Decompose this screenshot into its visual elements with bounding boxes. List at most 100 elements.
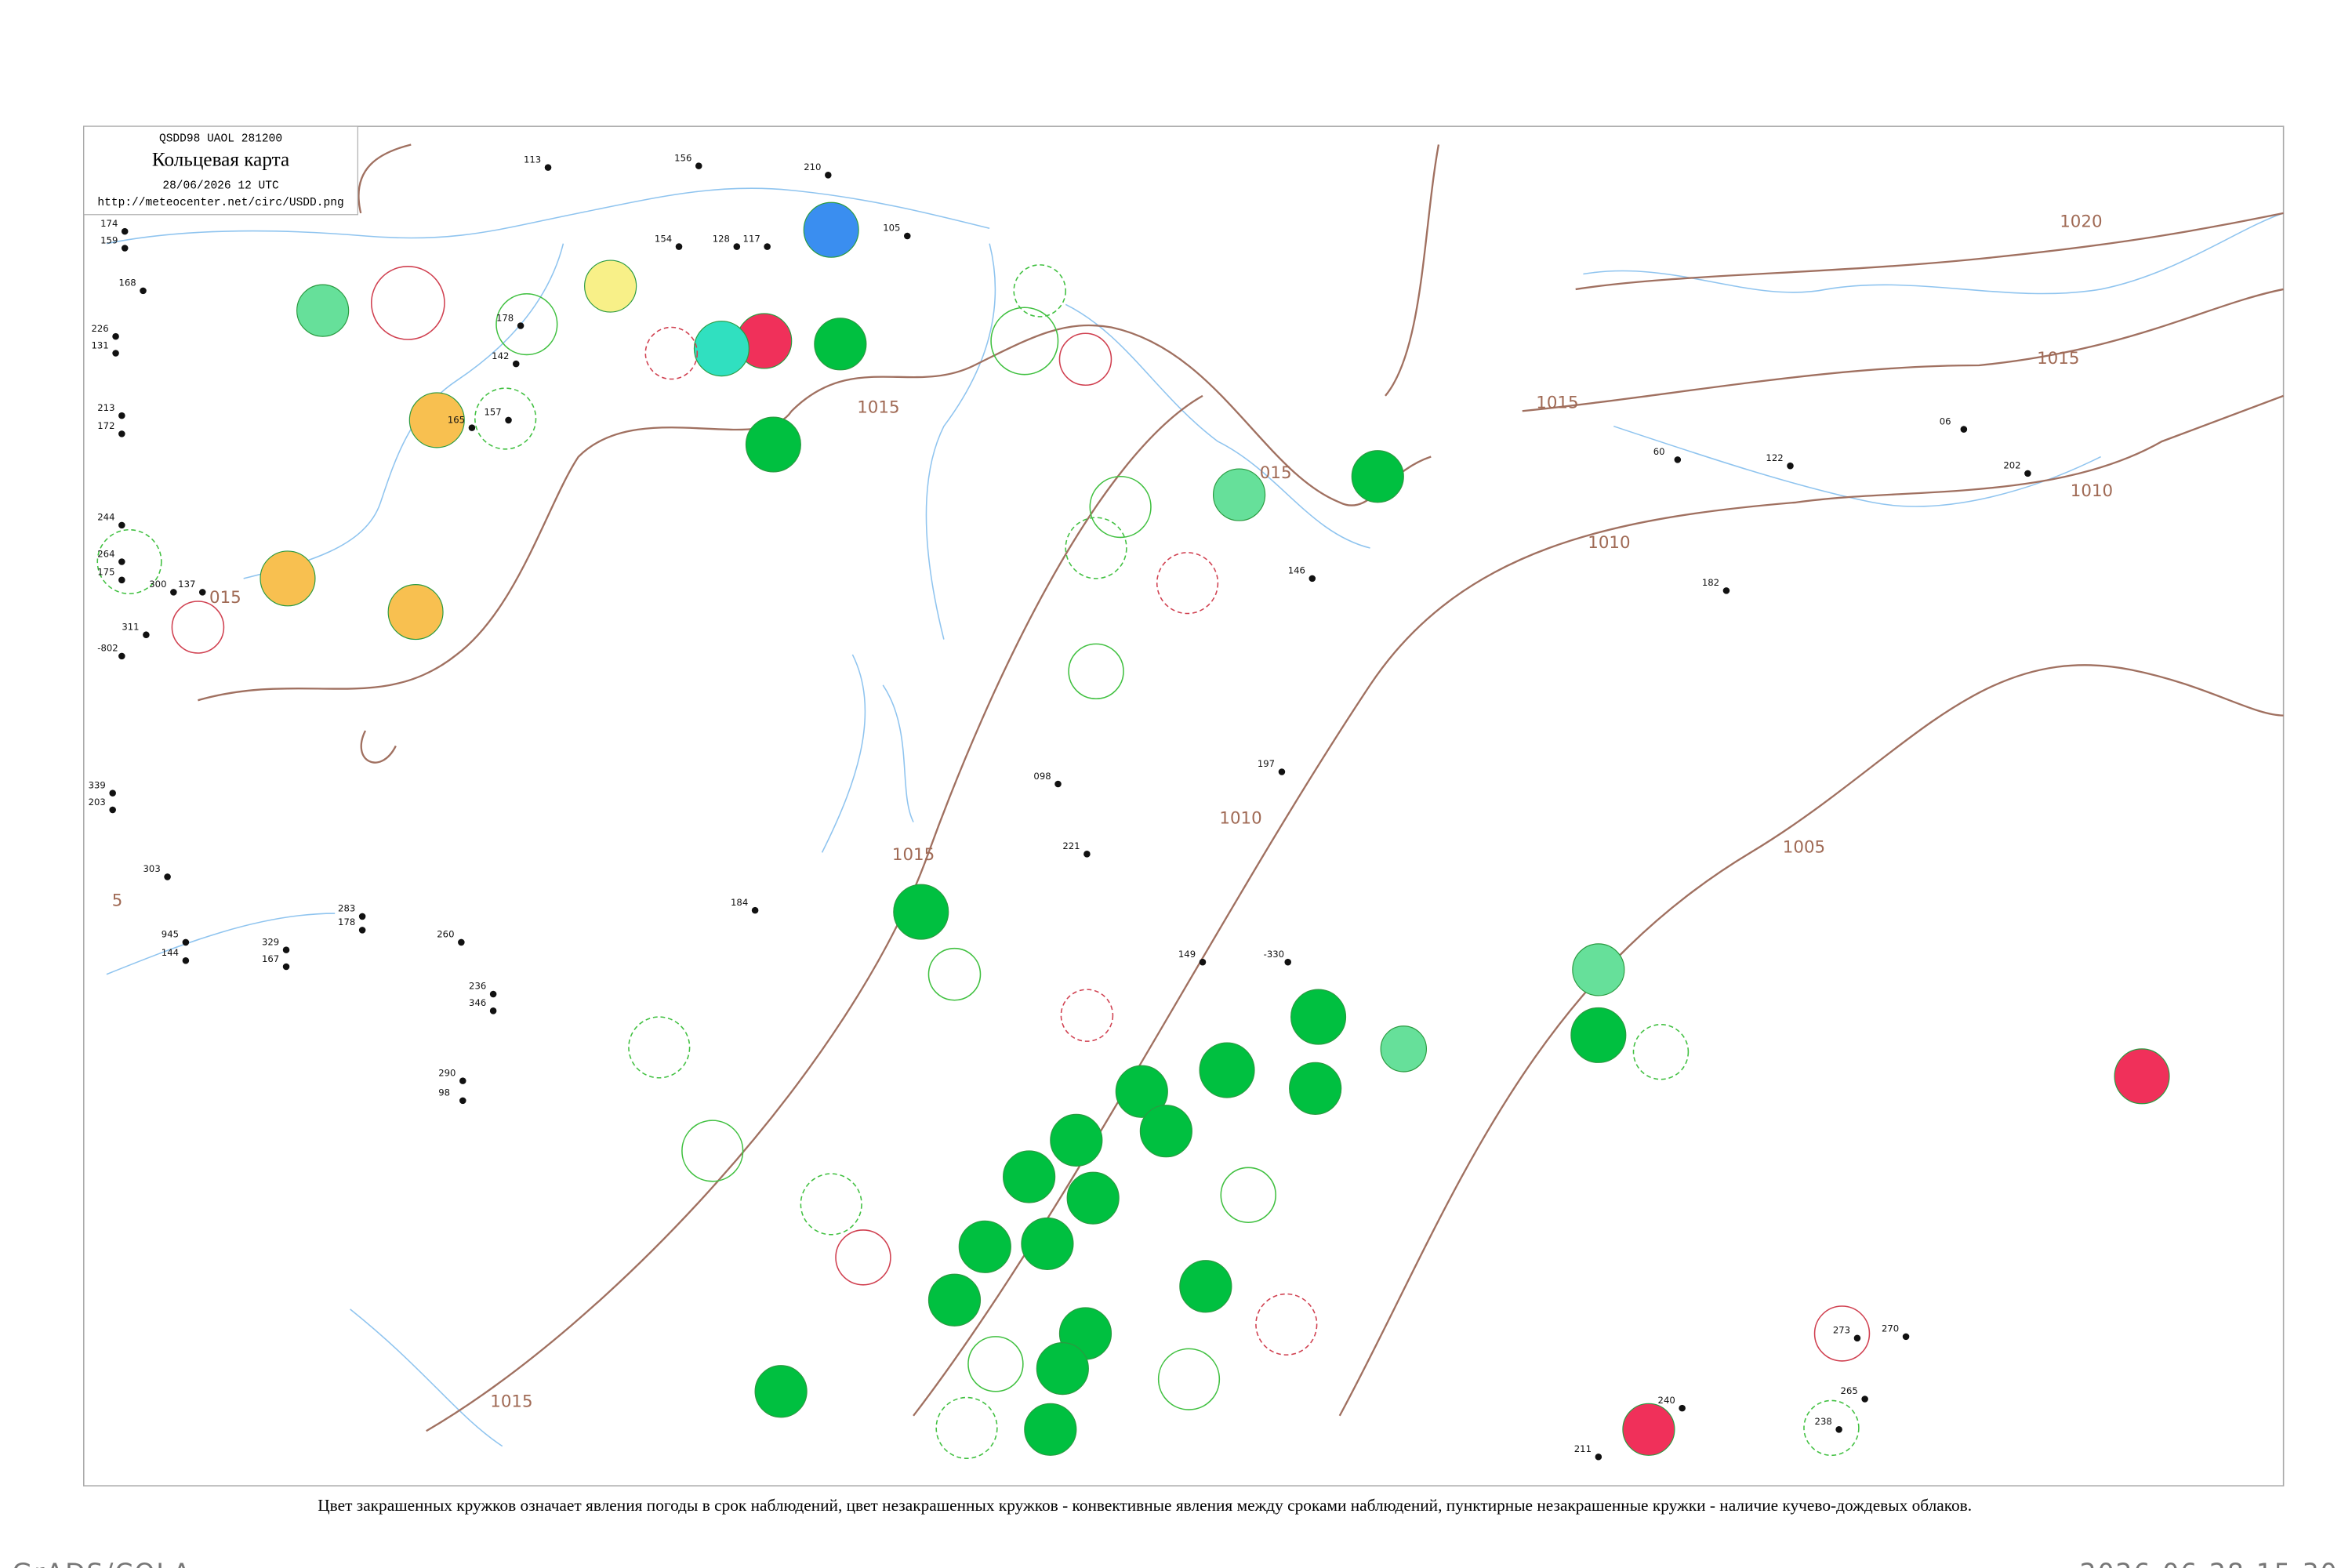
station-value: 184 — [731, 897, 748, 908]
map-frame — [83, 125, 2285, 1486]
open-circle — [1157, 1348, 1221, 1410]
open-circle — [371, 266, 445, 340]
station-marker — [143, 631, 150, 638]
filled-circle — [745, 416, 801, 473]
station-marker — [1861, 1396, 1868, 1403]
station-marker — [1284, 958, 1291, 966]
filled-circle — [1199, 1042, 1255, 1098]
station-value: 105 — [883, 223, 900, 234]
station-marker — [182, 956, 190, 964]
coastline — [106, 913, 503, 1447]
station-marker — [182, 938, 190, 946]
station-marker — [1308, 575, 1316, 583]
open-circle — [1013, 264, 1066, 318]
station-marker — [1679, 1404, 1686, 1412]
station-value: 098 — [1033, 771, 1051, 782]
station-labels: 1015 1015 1015 1020 1010 1010 1010 1005 1015 1015… — [89, 152, 2113, 1461]
station-marker — [1835, 1426, 1842, 1433]
isobar-label: 1015 — [857, 397, 899, 417]
station-marker — [517, 322, 524, 329]
filled-circle — [893, 884, 949, 940]
filled-circle — [1289, 1062, 1342, 1115]
station-marker — [118, 576, 125, 584]
open-circle — [1156, 552, 1219, 615]
station-value: 329 — [262, 936, 279, 947]
filled-circle — [1572, 943, 1625, 996]
isobar-label: 1010 — [1588, 533, 1630, 553]
coastline — [1583, 212, 2284, 295]
station-value: 178 — [496, 312, 514, 323]
station-marker — [764, 243, 771, 250]
station-value: 172 — [97, 420, 114, 431]
station-marker — [489, 1007, 497, 1014]
station-marker — [112, 332, 119, 340]
filled-circle — [1066, 1171, 1120, 1225]
open-circle — [171, 601, 225, 654]
open-circle — [96, 528, 162, 595]
station-value: 165 — [448, 414, 465, 425]
station-marker — [544, 164, 552, 171]
coastline — [821, 654, 914, 853]
open-circle — [1065, 517, 1127, 579]
open-circle — [1255, 1293, 1318, 1356]
station-value: 311 — [122, 621, 139, 632]
header-box — [83, 125, 358, 216]
station-marker — [282, 963, 290, 971]
station-value: 221 — [1062, 840, 1080, 851]
station-value: -802 — [97, 643, 118, 654]
station-value: 203 — [89, 797, 106, 808]
station-marker — [733, 243, 741, 250]
station-value: 346 — [469, 997, 486, 1008]
station-marker — [1199, 958, 1207, 966]
filled-circle — [1139, 1105, 1192, 1158]
isobar-label: 1015 — [892, 845, 935, 865]
station-marker — [164, 873, 171, 880]
station-value: 128 — [713, 233, 730, 244]
station-marker — [358, 927, 366, 934]
station-value: 945 — [162, 929, 179, 940]
coastline — [1613, 425, 2101, 507]
filled-circle — [1212, 468, 1266, 521]
filled-circle — [1570, 1007, 1627, 1063]
station-value: 265 — [1841, 1385, 1858, 1396]
station-value: -330 — [1264, 949, 1284, 960]
station-marker — [751, 906, 759, 914]
isobar — [1522, 288, 2284, 412]
open-circle — [990, 307, 1059, 376]
station-value: 244 — [97, 512, 114, 523]
header-code: QSDD98 UAOL 281200 — [159, 133, 282, 146]
station-value: 303 — [143, 863, 161, 874]
station-value: 98 — [438, 1087, 450, 1098]
filled-circle — [927, 1273, 982, 1327]
filled-circle — [1021, 1217, 1074, 1270]
station-value: 202 — [2003, 460, 2020, 471]
filled-circle — [803, 201, 859, 258]
filled-circle — [1036, 1342, 1089, 1396]
filled-circle — [693, 321, 750, 377]
footer-left: GrADS/COLA — [13, 1557, 192, 1568]
open-circle — [1060, 989, 1114, 1042]
footer-right: 2026-06-28-15:30 — [2080, 1557, 2339, 1568]
station-marker — [1054, 780, 1062, 788]
filled-circle — [1050, 1113, 1103, 1167]
filled-circle — [260, 550, 316, 607]
isobar-label: 5 — [112, 891, 123, 911]
station-value: 175 — [97, 567, 114, 578]
open-circle — [1068, 643, 1124, 700]
isobar-label: 1010 — [2071, 481, 2113, 501]
isobars — [198, 143, 2285, 1432]
station-value: 197 — [1258, 758, 1275, 769]
station-value: 210 — [804, 162, 821, 172]
station-marker — [468, 424, 476, 431]
station-marker — [118, 430, 125, 437]
open-circle — [474, 387, 537, 450]
station-value: 146 — [1288, 565, 1305, 576]
isobar-label: 1015 — [2037, 349, 2079, 368]
isobar — [913, 394, 2285, 1417]
station-value: 144 — [162, 947, 179, 958]
coastline — [243, 243, 564, 579]
station-value: 174 — [100, 218, 118, 229]
open-circle — [1220, 1167, 1276, 1223]
station-value: 226 — [92, 323, 109, 334]
